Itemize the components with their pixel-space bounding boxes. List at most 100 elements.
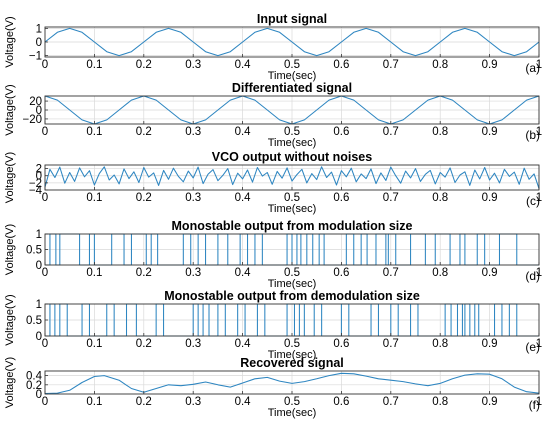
x-tick-label: 0.8	[432, 59, 448, 71]
y-tick-label: −2	[29, 178, 42, 190]
x-tick-label: 0.3	[185, 59, 201, 71]
x-axis-label: Time(sec)	[268, 203, 316, 215]
x-tick-label: 0.3	[185, 267, 201, 279]
x-tick-label: 0.2	[136, 192, 152, 204]
x-tick-label: 1	[536, 126, 542, 138]
x-tick-label: 0.4	[235, 126, 252, 138]
x-tick-label: 0.7	[383, 396, 399, 408]
x-tick-label: 0	[42, 267, 48, 279]
x-tick-label: 0.8	[432, 338, 448, 350]
x-tick-label: 0	[42, 192, 48, 204]
x-tick-label: 0.8	[432, 126, 448, 138]
y-tick-label: 0.4	[26, 371, 43, 383]
panel-letter: (f)	[529, 398, 540, 412]
x-tick-label: 0.3	[185, 338, 201, 350]
x-tick-label: 0.1	[86, 267, 102, 279]
y-axis-label: Voltage(V)	[4, 84, 16, 135]
series-line	[44, 372, 540, 395]
x-tick-label: 0.4	[235, 396, 252, 408]
x-tick-label: 0.7	[383, 59, 399, 71]
y-tick-label: 0	[36, 171, 42, 183]
x-tick-label: 0.1	[86, 192, 102, 204]
x-tick-label: 0.4	[235, 267, 252, 279]
y-axis-label: Voltage(V)	[4, 152, 16, 203]
x-tick-label: 1	[536, 396, 542, 408]
y-tick-label: 1	[36, 299, 42, 311]
panel-title: Recovered signal	[240, 356, 344, 370]
x-tick-label: 0.3	[185, 396, 201, 408]
x-tick-label: 0.1	[86, 126, 102, 138]
y-axis-label: Voltage(V)	[4, 224, 16, 275]
x-tick-label: 0.7	[383, 126, 399, 138]
x-tick-label: 0.6	[333, 192, 349, 204]
x-tick-label: 0.6	[333, 396, 349, 408]
y-tick-label: −4	[29, 185, 43, 197]
y-tick-label: 1	[36, 229, 42, 241]
x-tick-label: 0.8	[432, 396, 448, 408]
y-tick-label: 2	[36, 164, 42, 176]
x-tick-label: 0.7	[383, 267, 399, 279]
x-tick-label: 0.8	[432, 192, 448, 204]
x-tick-label: 0.2	[136, 126, 152, 138]
panel-title: Input signal	[257, 12, 327, 26]
x-tick-label: 0.6	[333, 338, 349, 350]
x-tick-label: 0.4	[235, 59, 252, 71]
y-axis-label: Voltage(V)	[4, 294, 16, 345]
y-tick-label: −1	[29, 51, 42, 63]
x-axis-label: Time(sec)	[268, 278, 316, 290]
panel-letter: (d)	[525, 269, 540, 283]
y-tick-label: 0.2	[26, 380, 42, 392]
x-axis-label: Time(sec)	[268, 137, 316, 149]
x-tick-label: 0.2	[136, 338, 152, 350]
x-tick-label: 0.9	[482, 396, 498, 408]
y-tick-label: 0	[36, 37, 42, 49]
y-tick-label: 20	[29, 96, 42, 108]
chart-panel: 0 0.1 0.2 0.3 0.4 0.5 0.6 0.7 0.8 0.9 1−20020Diffe…	[4, 81, 542, 149]
panel-title: Monostable output from modulation size	[172, 219, 413, 233]
x-tick-label: 0.9	[482, 126, 498, 138]
x-tick-label: 0.4	[235, 192, 252, 204]
x-tick-label: 0.6	[333, 267, 349, 279]
y-axis-label: Voltage(V)	[4, 16, 16, 67]
x-tick-label: 0.5	[284, 267, 300, 279]
x-tick-label: 0.9	[482, 192, 498, 204]
x-tick-label: 1	[536, 338, 542, 350]
x-tick-label: 0.6	[333, 59, 349, 71]
x-tick-label: 0.7	[383, 338, 399, 350]
x-tick-label: 0.2	[136, 396, 152, 408]
y-axis-label: Voltage(V)	[4, 357, 16, 408]
panel-title: Differentiated signal	[232, 81, 352, 95]
x-tick-label: 0.1	[86, 338, 102, 350]
panel-title: VCO output without noises	[212, 150, 372, 164]
x-tick-label: 0.8	[432, 267, 448, 279]
x-tick-label: 0.9	[482, 267, 498, 279]
x-axis-label: Time(sec)	[268, 349, 316, 361]
series-line	[44, 27, 540, 57]
x-tick-label: 0	[42, 126, 48, 138]
x-tick-label: 0.5	[284, 396, 300, 408]
panel-letter: (c)	[526, 194, 540, 208]
x-tick-label: 0	[42, 59, 48, 71]
y-tick-label: 0	[36, 105, 42, 117]
x-tick-label: 1	[536, 59, 542, 71]
x-tick-label: 0.4	[235, 338, 252, 350]
x-tick-label: 1	[536, 267, 542, 279]
x-axis-label: Time(sec)	[268, 407, 316, 419]
x-tick-label: 0.1	[86, 59, 102, 71]
y-tick-label: 0	[36, 260, 42, 272]
y-tick-label: 0.5	[26, 315, 42, 327]
series-line	[44, 166, 540, 189]
x-tick-label: 0	[42, 338, 48, 350]
x-tick-label: 0.6	[333, 126, 349, 138]
y-tick-label: 0.5	[26, 245, 42, 257]
x-tick-label: 0.2	[136, 267, 152, 279]
y-tick-label: 0	[36, 331, 42, 343]
x-tick-label: 1	[536, 192, 542, 204]
x-tick-label: 0.5	[284, 338, 300, 350]
x-tick-label: 0.3	[185, 126, 201, 138]
x-tick-label: 0.5	[284, 126, 300, 138]
x-tick-label: 0	[42, 396, 48, 408]
